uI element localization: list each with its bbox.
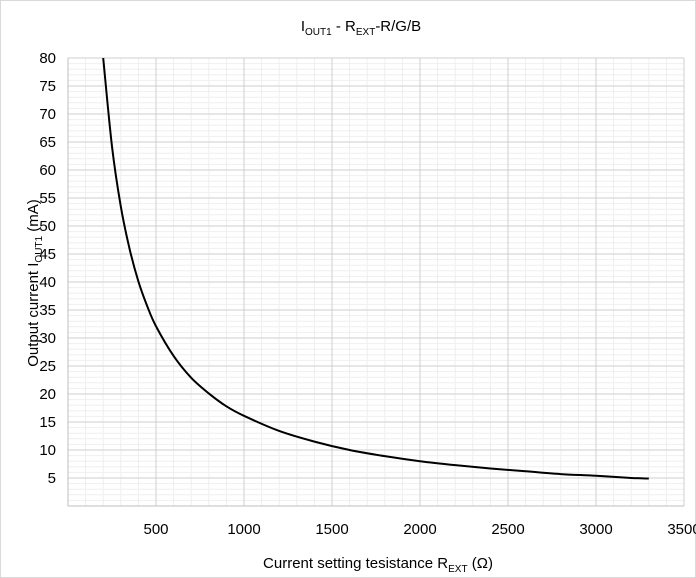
chart-title: IOUT1 - REXT-R/G/B [301,18,421,38]
y-tick-label: 55 [39,190,56,207]
y-axis-title: Output current IOUT1 (mA) [25,199,45,367]
y-tick-label: 15 [39,414,56,431]
series [102,57,649,480]
y-tick-label: 80 [39,50,56,67]
y-tick-label: 35 [39,302,56,319]
y-axis-ticks: 5 10 15 20 25 30 35 40 45 50 55 60 65 70 75 80 [39,50,56,487]
x-tick-label: 2500 [491,521,524,538]
y-tick-label: 5 [48,470,56,487]
series-line [102,57,649,480]
x-tick-label: 1000 [227,521,260,538]
y-tick-label: 75 [39,78,56,95]
y-tick-label: 10 [39,442,56,459]
x-tick-label: 3500 [667,521,696,538]
y-tick-label: 50 [39,218,56,235]
y-tick-label: 60 [39,162,56,179]
y-tick-label: 20 [39,386,56,403]
y-tick-label: 65 [39,134,56,151]
grid [67,57,685,507]
y-tick-label: 40 [39,274,56,291]
x-axis-title: Current setting tesistance REXT (Ω) [263,555,493,575]
y-tick-label: 70 [39,106,56,123]
x-tick-label: 3000 [579,521,612,538]
y-tick-label: 25 [39,358,56,375]
x-tick-label: 2000 [403,521,436,538]
x-tick-label: 500 [143,521,168,538]
x-axis-ticks: 500 1000 1500 2000 2500 3000 3500 [143,521,696,538]
y-tick-label: 30 [39,330,56,347]
y-tick-label: 45 [39,246,56,263]
x-tick-label: 1500 [315,521,348,538]
